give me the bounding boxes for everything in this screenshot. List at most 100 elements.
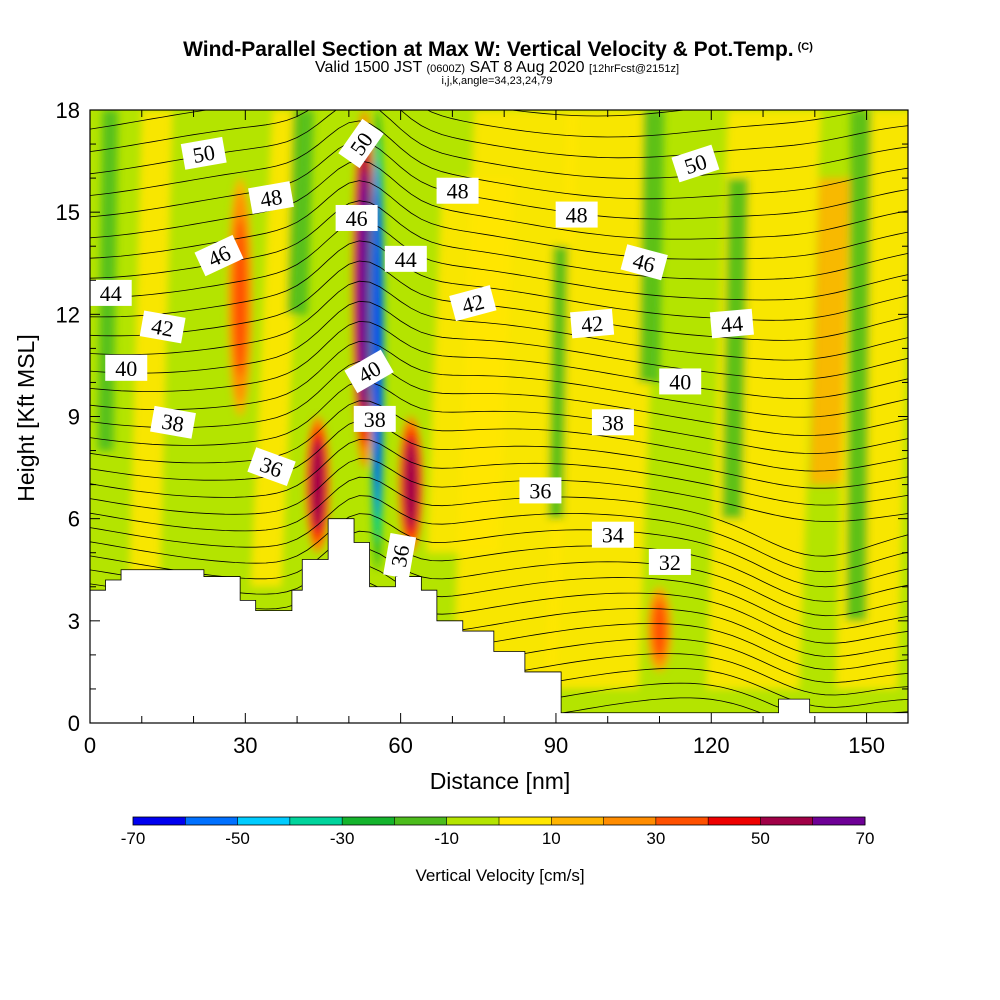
contour-label-value: 50 [191, 140, 217, 168]
colorbar-tick-label: -30 [330, 829, 355, 848]
velocity-core [652, 601, 667, 658]
contour-label-box [671, 144, 720, 183]
contour-label: 38 [591, 409, 634, 436]
theta-isoline [90, 340, 908, 418]
contour-label-box [89, 279, 132, 306]
contour-label-box [591, 409, 634, 436]
colorbar-tick-label: -70 [121, 829, 146, 848]
colorbar-swatch [655, 817, 709, 825]
contour-label: 38 [353, 405, 396, 432]
theta-isoline [90, 160, 908, 240]
terrain-mask [90, 518, 908, 723]
theta-isoline [90, 495, 908, 573]
y-tick-label: 6 [68, 507, 80, 532]
theta-isoline [90, 320, 908, 399]
colorbar-tick-label: -50 [225, 829, 250, 848]
contour-label-box [384, 245, 427, 272]
valid-date: SAT 8 Aug 2020 [469, 59, 585, 76]
theta-isoline [90, 0, 908, 30]
forecast-info: [12hrFcst@2151z] [588, 63, 680, 75]
contour-label: 42 [570, 308, 615, 339]
title-text: Wind-Parallel Section at Max W: Vertical… [183, 38, 794, 61]
colorbar-swatch [185, 817, 239, 825]
velocity-streak [845, 110, 872, 621]
terrain [90, 518, 908, 723]
contour-label-box [648, 548, 691, 575]
valid-time-utc: (0600Z) [426, 63, 465, 75]
velocity-streak [809, 178, 851, 485]
colorbar-swatch [446, 817, 500, 825]
velocity-streak [426, 178, 515, 553]
contour-label-value: 48 [447, 179, 469, 204]
x-tick-label: 120 [693, 733, 730, 758]
y-tick-label: 18 [56, 98, 80, 123]
x-tick-label: 60 [388, 733, 412, 758]
theta-isoline [90, 419, 908, 489]
contour-label-value: 40 [669, 369, 691, 394]
theta-isoline [90, 458, 908, 522]
theta-isoline [90, 439, 908, 506]
contour-label-box [449, 285, 497, 322]
contour-label-value: 42 [150, 313, 176, 341]
contour-label-box [194, 234, 244, 277]
contour-label: 40 [105, 354, 148, 381]
x-tick-label: 150 [848, 733, 885, 758]
colorbar-tick-label: 30 [646, 829, 665, 848]
contour-label: 34 [591, 521, 634, 548]
colorbar-swatch [237, 817, 291, 825]
colorbar-swatch [551, 817, 605, 825]
contour-label: 44 [709, 308, 754, 339]
y-tick-label: 12 [56, 302, 80, 327]
theta-isoline [90, 22, 908, 95]
contour-label-box [659, 368, 702, 395]
theta-isoline [90, 280, 908, 361]
contour-label-box [335, 204, 378, 231]
theta-isoline [90, 260, 908, 341]
contour-label: 46 [620, 244, 668, 281]
colorbar: -70 -50 -30 -10 10 30 50 70 [121, 816, 874, 848]
contour-label-box [248, 181, 294, 215]
colorbar-tick-label: 10 [542, 829, 561, 848]
contour-label: 36 [383, 533, 417, 579]
contour-label-box [620, 244, 668, 281]
contour-label: 36 [519, 477, 562, 504]
velocity-core [311, 439, 325, 530]
y-tick-label: 15 [56, 200, 80, 225]
theta-isoline [90, 0, 908, 8]
contour-label: 44 [384, 245, 427, 272]
contour-label-box [105, 354, 148, 381]
velocity-core [404, 439, 418, 530]
contour-label-box [519, 477, 562, 504]
contour-label-value: 44 [720, 311, 744, 338]
contour-label-value: 44 [100, 281, 122, 306]
contour-label-box [247, 447, 296, 487]
colorbar-tick-label: 50 [751, 829, 770, 848]
contour-label: 48 [436, 177, 479, 204]
y-tick-label: 3 [68, 609, 80, 634]
contour-label-value: 36 [529, 478, 551, 503]
contour-label-value: 48 [258, 184, 284, 212]
theta-isoline [90, 120, 908, 200]
colorbar-swatch [760, 817, 814, 825]
x-tick-label: 30 [233, 733, 257, 758]
contour-label-box [150, 405, 196, 439]
theta-isoline [90, 400, 908, 472]
contour-label: 40 [659, 368, 702, 395]
contour-label-box [139, 310, 186, 344]
contour-label-value: 40 [115, 356, 137, 381]
velocity-streak [286, 110, 314, 315]
contour-label: 42 [449, 285, 497, 322]
contour-label: 46 [335, 204, 378, 231]
contour-label-value: 32 [659, 550, 681, 575]
contour-label-box [353, 405, 396, 432]
theta-isoline [90, 220, 908, 301]
contour-label: 42 [139, 310, 186, 344]
contour-label-box [555, 201, 598, 228]
grid-indices: i,j,k,angle=34,23,24,79 [441, 75, 553, 87]
contour-label: 48 [555, 201, 598, 228]
theta-isoline [90, 0, 908, 52]
theta-isoline [90, 3, 908, 74]
theta-isoline [509, 110, 688, 117]
chart-title: Wind-Parallel Section at Max W: Vertical… [0, 36, 1000, 61]
